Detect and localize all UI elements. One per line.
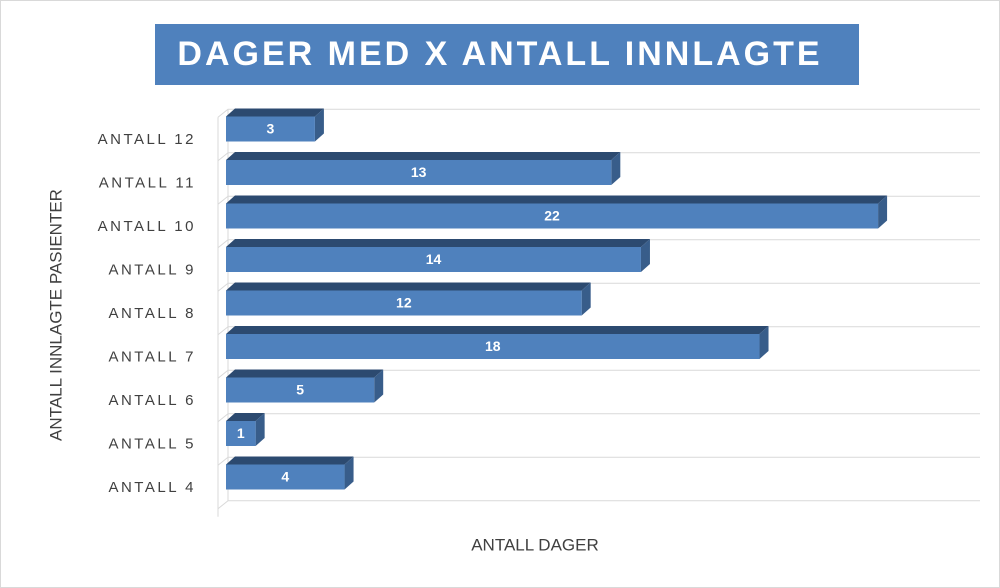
bar bbox=[226, 464, 345, 490]
data-label: 1 bbox=[237, 425, 245, 441]
y-tick-label: ANTALL 4 bbox=[108, 479, 196, 496]
bar bbox=[226, 290, 582, 316]
bar-side bbox=[255, 413, 265, 446]
bar-top bbox=[226, 326, 769, 334]
chart-title: DAGER MED X ANTALL INNLAGTE bbox=[177, 35, 822, 73]
bar-side bbox=[314, 108, 324, 142]
y-tick-label: ANTALL 9 bbox=[108, 261, 196, 278]
data-label: 13 bbox=[411, 164, 427, 180]
data-label: 18 bbox=[485, 338, 501, 354]
y-tick-label: ANTALL 8 bbox=[108, 305, 196, 322]
bar-top bbox=[226, 108, 324, 117]
bar-side bbox=[374, 369, 384, 403]
bar-top bbox=[226, 369, 384, 378]
bar bbox=[226, 334, 760, 359]
y-tick-label: ANTALL 6 bbox=[108, 392, 196, 409]
title-box bbox=[155, 24, 859, 85]
data-label: 22 bbox=[544, 208, 560, 224]
bar-top bbox=[226, 195, 888, 204]
bar bbox=[226, 160, 612, 185]
data-label: 14 bbox=[426, 251, 442, 267]
bar-side bbox=[878, 195, 888, 229]
data-label: 4 bbox=[281, 469, 289, 485]
y-tick-label: ANTALL 11 bbox=[99, 174, 196, 191]
bar-side bbox=[611, 152, 621, 185]
bar bbox=[226, 247, 641, 272]
bar-side bbox=[640, 239, 650, 272]
bar-top bbox=[226, 413, 265, 421]
bar bbox=[226, 377, 375, 403]
bar bbox=[226, 421, 256, 446]
y-tick-label: ANTALL 12 bbox=[98, 131, 196, 148]
data-label: 12 bbox=[396, 295, 412, 311]
bar-top bbox=[226, 239, 650, 247]
bar-top bbox=[226, 456, 354, 465]
bar bbox=[226, 203, 879, 229]
y-tick-label: ANTALL 7 bbox=[108, 348, 196, 365]
bar-top bbox=[226, 282, 591, 291]
bar bbox=[226, 116, 315, 142]
y-axis-label: ANTALL INNLAGTE PASIENTER bbox=[46, 189, 65, 441]
data-label: 3 bbox=[267, 121, 275, 137]
x-axis-label: ANTALL DAGER bbox=[471, 535, 599, 554]
bar-side bbox=[344, 456, 354, 490]
bar-side bbox=[581, 282, 591, 316]
y-tick-label: ANTALL 5 bbox=[108, 435, 196, 452]
bar-top bbox=[226, 152, 621, 160]
bar-side bbox=[759, 326, 769, 359]
data-label: 5 bbox=[296, 382, 304, 398]
y-tick-label: ANTALL 10 bbox=[98, 218, 196, 235]
